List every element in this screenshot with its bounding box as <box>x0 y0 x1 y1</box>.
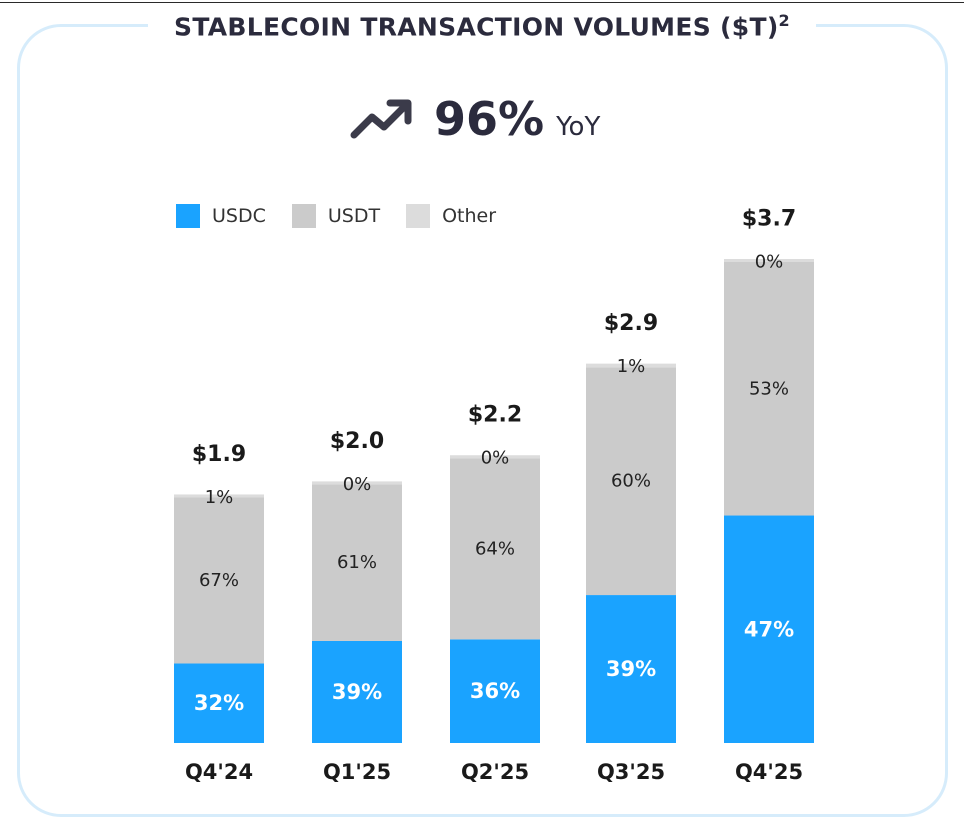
legend-swatch-usdt <box>291 204 316 228</box>
legend-item-usdc: USDC <box>176 204 266 228</box>
legend-label-other: Other <box>442 205 497 227</box>
chart-title-text: STABLECOIN TRANSACTION VOLUMES ($T) <box>174 12 779 42</box>
label-usdc-3: 39% <box>606 657 656 681</box>
legend-item-other: Other <box>406 204 496 228</box>
label-usdt-3: 60% <box>611 471 651 492</box>
x-tick-label-3: Q3'25 <box>597 760 665 784</box>
legend-swatch-other <box>406 204 431 228</box>
label-other-2: 0% <box>481 448 510 469</box>
label-usdc-0: 32% <box>194 691 244 715</box>
legend-item-usdt: USDT <box>291 204 381 228</box>
x-tick-label-0: Q4'24 <box>185 760 253 784</box>
total-label-0: $1.9 <box>192 442 246 467</box>
label-other-0: 1% <box>205 487 234 508</box>
legend: USDC USDT Other <box>176 204 522 228</box>
chart-title: STABLECOIN TRANSACTION VOLUMES ($T)2 <box>174 11 790 41</box>
legend-label-usdt: USDT <box>327 205 381 227</box>
total-label-2: $2.2 <box>468 403 522 428</box>
label-other-4: 0% <box>755 252 784 273</box>
bar-usdt-3 <box>586 367 676 596</box>
yoy-value: 96% <box>434 92 545 146</box>
bar-usdc-1 <box>312 640 402 743</box>
label-usdt-0: 67% <box>199 570 239 591</box>
x-tick-label-1: Q1'25 <box>323 760 391 784</box>
bar-other-4 <box>724 259 814 262</box>
bar-usdc-4 <box>724 515 814 743</box>
total-label-3: $2.9 <box>604 311 658 336</box>
label-other-3: 1% <box>617 356 646 377</box>
legend-swatch-usdc <box>176 204 200 228</box>
title-bar: STABLECOIN TRANSACTION VOLUMES ($T)2 <box>148 8 816 44</box>
legend-label-usdc: USDC <box>212 205 266 227</box>
yoy-headline: 96% YoY <box>350 88 600 150</box>
bar-usdt-1 <box>312 484 402 641</box>
x-tick-label-4: Q4'25 <box>735 760 803 784</box>
bar-usdc-0 <box>174 663 264 743</box>
bar-other-2 <box>450 455 540 459</box>
label-usdt-1: 61% <box>337 552 377 573</box>
label-usdt-4: 53% <box>749 378 789 399</box>
bar-usdt-0 <box>174 497 264 664</box>
trending-up-icon <box>350 99 412 139</box>
bar-other-0 <box>174 494 264 498</box>
bar-other-3 <box>586 363 676 368</box>
label-usdt-2: 64% <box>475 538 515 559</box>
bar-other-1 <box>312 481 402 485</box>
bar-usdt-4 <box>724 262 814 516</box>
bar-usdt-2 <box>450 458 540 640</box>
x-tick-label-2: Q2'25 <box>461 760 529 784</box>
label-other-1: 0% <box>343 474 372 495</box>
yoy-label: YoY <box>556 112 601 142</box>
total-label-4: $3.7 <box>742 207 796 232</box>
title-footnote: 2 <box>778 10 790 30</box>
bar-usdc-2 <box>450 639 540 743</box>
label-usdc-2: 36% <box>470 679 520 703</box>
bar-usdc-3 <box>586 595 676 743</box>
total-label-1: $2.0 <box>330 429 384 454</box>
label-usdc-1: 39% <box>332 680 382 704</box>
top-rule <box>0 2 964 3</box>
label-usdc-4: 47% <box>744 617 794 641</box>
